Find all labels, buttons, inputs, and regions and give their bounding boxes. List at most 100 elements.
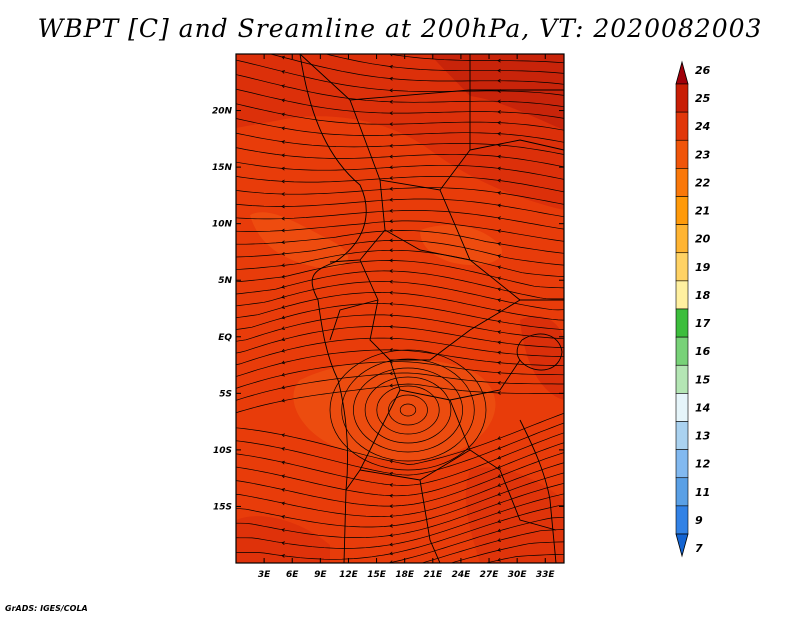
streamline-arrow	[497, 298, 501, 303]
coastline-west-africa	[299, 54, 367, 563]
lat-label: 5S	[219, 389, 232, 399]
streamline-arrow	[389, 324, 393, 329]
lon-label: 12E	[339, 570, 359, 580]
streamline-arrow	[497, 483, 502, 487]
streamline-arrow	[389, 336, 393, 341]
streamline-arrow	[389, 383, 393, 388]
streamline-arrow	[389, 348, 393, 352]
streamline	[236, 187, 564, 205]
streamline	[236, 230, 564, 254]
streamline-arrow	[389, 100, 393, 104]
streamline-arrow	[281, 305, 286, 309]
colorbar-swatch	[675, 336, 689, 366]
streamline-arrow	[497, 360, 501, 365]
streamline-arrow	[281, 514, 285, 519]
colorbar-label: 25	[695, 92, 711, 105]
streamline-arrow	[389, 302, 393, 306]
colorbar-label: 21	[695, 205, 710, 218]
streamline-arrow	[497, 191, 501, 195]
streamline	[236, 292, 564, 321]
colorbar-swatch	[675, 421, 689, 450]
lat-label: 15S	[213, 502, 232, 512]
streamline-arrow	[282, 13, 285, 16]
lat-label: EQ	[218, 333, 232, 343]
wbpt-cool-patch-central	[420, 225, 502, 266]
lat-label: 10N	[212, 220, 233, 230]
streamline-arrow	[281, 55, 285, 60]
streamline-arrow	[281, 360, 285, 365]
streamline	[236, 452, 564, 507]
streamline-arrow	[497, 455, 502, 460]
streamline-arrows	[281, 13, 502, 582]
lat-label: 5N	[218, 276, 232, 286]
colorbar-swatch	[675, 252, 689, 282]
streamline-arrow	[281, 98, 285, 103]
streamline-arrow	[389, 258, 393, 263]
streamline-arrow	[497, 391, 501, 395]
vortex-streamline	[364, 376, 452, 444]
streamline-arrow	[389, 209, 393, 213]
streamline-arrow	[497, 242, 501, 246]
streamline-arrow	[281, 70, 285, 74]
streamline	[268, 54, 564, 85]
streamline-arrow	[497, 276, 501, 281]
streamline	[236, 462, 564, 517]
colorbar-swatch	[675, 477, 689, 507]
wbpt-warm-patch-southeast	[465, 467, 564, 563]
colorbar-label: 26	[695, 64, 711, 77]
streamline	[236, 412, 564, 465]
streamline-arrow	[497, 538, 501, 542]
colorbar-swatch	[675, 60, 689, 85]
lon-label: 24E	[452, 570, 472, 580]
colorbar-label: 16	[695, 345, 711, 358]
colorbar-swatch	[675, 83, 689, 113]
streamline-arrow	[282, 579, 285, 582]
streamline-arrow	[282, 42, 285, 45]
streamline	[236, 493, 564, 549]
lon-label: 6E	[286, 570, 299, 580]
streamline-arrow	[497, 287, 501, 292]
streamline-arrow	[497, 166, 501, 171]
vortex-streamline	[353, 367, 463, 453]
colorbar-label: 19	[695, 261, 711, 274]
colorbar-swatch	[675, 505, 689, 535]
streamline-arrow	[281, 433, 285, 438]
streamline	[236, 303, 564, 331]
streamline-arrow	[497, 154, 501, 159]
wbpt-cool-patch-west	[250, 212, 349, 269]
streamline-arrow	[389, 122, 393, 127]
colorbar-swatch	[675, 449, 689, 479]
streamline-arrow	[497, 380, 501, 385]
colorbar-swatch	[675, 224, 689, 254]
lon-label: 33E	[536, 570, 556, 580]
streamline-arrow	[281, 315, 286, 320]
streamline	[386, 54, 564, 64]
streamline-arrow	[389, 542, 393, 547]
colorbar-swatch	[675, 364, 689, 394]
streamline-arrow	[389, 133, 393, 137]
streamline-arrow	[497, 436, 502, 440]
streamline-arrow	[389, 290, 393, 295]
streamline-arrow	[497, 330, 501, 334]
streamline	[236, 132, 564, 155]
streamline-arrow	[497, 528, 502, 533]
streamline-arrow	[497, 78, 501, 83]
streamline-arrow	[497, 229, 501, 233]
streamline-arrow	[389, 471, 393, 476]
colorbar-label: 9	[695, 514, 703, 527]
streamline-arrow	[389, 64, 393, 69]
latitude-axis: 20N 15N 10N 5N EQ 5S 10S 15S	[212, 107, 564, 512]
streamline-arrow	[497, 319, 501, 324]
lat-label: 15N	[212, 163, 233, 173]
streamline-arrow	[497, 265, 501, 270]
streamline-arrow	[389, 504, 393, 508]
streamline	[236, 103, 564, 131]
vortex-streamline	[399, 403, 417, 417]
streamline-arrow	[389, 359, 393, 364]
streamline-arrow	[281, 295, 285, 299]
streamline-arrow	[497, 446, 502, 450]
streamline-arrow	[389, 371, 393, 376]
streamline-arrow	[497, 120, 501, 125]
vortex-streamline	[376, 385, 440, 435]
colorbar: 26 25 24 23 22 21 20 19 18 17 16 15 14 13 12 11 9 7	[675, 60, 711, 558]
